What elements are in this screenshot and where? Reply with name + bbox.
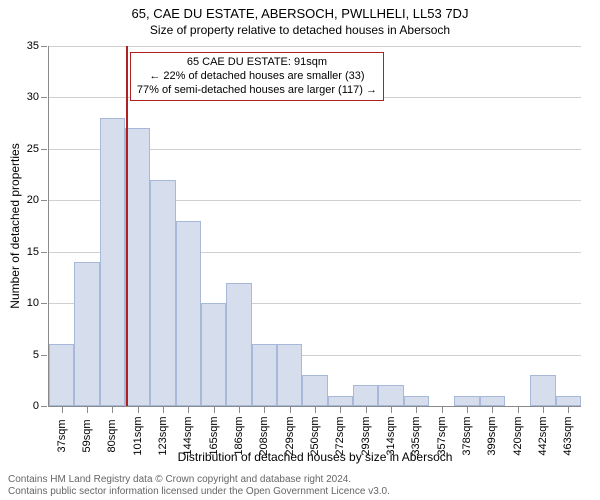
histogram-bar [74, 262, 99, 406]
histogram-bar [49, 344, 74, 406]
chart-subtitle: Size of property relative to detached ho… [0, 21, 600, 37]
y-tick-label: 10 [27, 297, 49, 309]
histogram-bar [277, 344, 302, 406]
histogram-bar [328, 396, 353, 406]
x-tick [112, 407, 113, 413]
attribution: Contains HM Land Registry data © Crown c… [0, 470, 600, 498]
x-tick-label: 272sqm [334, 416, 346, 455]
plot-area: Number of detached properties Distributi… [48, 46, 581, 407]
x-tick [416, 407, 417, 413]
histogram-bar [353, 385, 378, 406]
attribution-line: Contains HM Land Registry data © Crown c… [8, 474, 592, 486]
x-tick-label: 463sqm [562, 416, 574, 455]
x-tick [568, 407, 569, 413]
histogram-bar [150, 180, 175, 406]
gridline [49, 46, 581, 47]
x-tick [366, 407, 367, 413]
x-tick [340, 407, 341, 413]
y-tick-label: 25 [27, 143, 49, 155]
histogram-bar [176, 221, 201, 406]
x-tick [264, 407, 265, 413]
x-tick [138, 407, 139, 413]
x-tick [391, 407, 392, 413]
x-tick-label: 442sqm [537, 416, 549, 455]
x-tick [442, 407, 443, 413]
annotation-line: ← 22% of detached houses are smaller (33… [137, 70, 377, 84]
x-tick-label: 293sqm [360, 416, 372, 455]
x-tick-label: 250sqm [309, 416, 321, 455]
x-tick [315, 407, 316, 413]
x-tick [543, 407, 544, 413]
histogram-bar [480, 396, 505, 406]
x-tick-label: 378sqm [461, 416, 473, 455]
chart-title: 65, CAE DU ESTATE, ABERSOCH, PWLLHELI, L… [0, 0, 600, 21]
x-tick-label: 229sqm [284, 416, 296, 455]
histogram-bar [404, 396, 429, 406]
histogram-bar [226, 283, 251, 406]
x-tick [518, 407, 519, 413]
chart-container: 65, CAE DU ESTATE, ABERSOCH, PWLLHELI, L… [0, 0, 600, 470]
y-tick-label: 35 [27, 40, 49, 52]
x-tick-label: 59sqm [81, 419, 93, 452]
histogram-bar [100, 118, 125, 406]
histogram-bar [201, 303, 226, 406]
x-tick-label: 165sqm [208, 416, 220, 455]
x-tick [290, 407, 291, 413]
x-tick-label: 314sqm [385, 416, 397, 455]
annotation-box: 65 CAE DU ESTATE: 91sqm← 22% of detached… [130, 52, 384, 101]
histogram-bar [556, 396, 581, 406]
histogram-bar [302, 375, 327, 406]
annotation-line: 65 CAE DU ESTATE: 91sqm [137, 56, 377, 70]
x-tick-label: 37sqm [56, 419, 68, 452]
x-tick-label: 123sqm [157, 416, 169, 455]
x-tick-label: 80sqm [106, 419, 118, 452]
y-tick-label: 30 [27, 91, 49, 103]
annotation-line: 77% of semi-detached houses are larger (… [137, 84, 377, 98]
x-tick [239, 407, 240, 413]
x-tick [188, 407, 189, 413]
histogram-bar [530, 375, 555, 406]
x-tick [467, 407, 468, 413]
y-tick-label: 15 [27, 246, 49, 258]
histogram-bar [454, 396, 479, 406]
x-tick [163, 407, 164, 413]
histogram-bar [378, 385, 403, 406]
x-tick [492, 407, 493, 413]
x-tick-label: 208sqm [258, 416, 270, 455]
x-tick [62, 407, 63, 413]
y-tick-label: 20 [27, 194, 49, 206]
x-tick-label: 420sqm [512, 416, 524, 455]
marker-line [126, 46, 128, 406]
x-tick [214, 407, 215, 413]
x-tick-label: 357sqm [436, 416, 448, 455]
x-tick-label: 335sqm [410, 416, 422, 455]
y-tick-label: 0 [33, 400, 49, 412]
attribution-line: Contains public sector information licen… [8, 486, 592, 498]
y-axis-label: Number of detached properties [8, 143, 22, 308]
x-tick-label: 186sqm [233, 416, 245, 455]
y-tick-label: 5 [33, 349, 49, 361]
x-tick-label: 144sqm [182, 416, 194, 455]
histogram-bar [252, 344, 277, 406]
histogram-bar [125, 128, 150, 406]
x-tick-label: 101sqm [132, 416, 144, 455]
x-tick [87, 407, 88, 413]
x-tick-label: 399sqm [486, 416, 498, 455]
